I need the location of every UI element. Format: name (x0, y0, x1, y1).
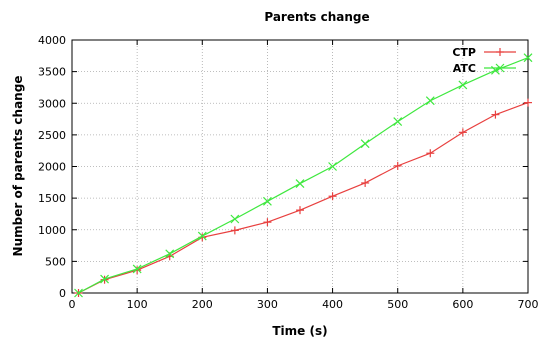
data-point-atc (132, 264, 142, 274)
y-tick-label: 2500 (38, 129, 66, 142)
y-tick-label: 0 (59, 287, 66, 300)
data-point-atc (230, 214, 240, 224)
x-tick-label: 200 (192, 298, 213, 311)
x-axis-title: Time (s) (272, 324, 327, 338)
data-point-atc (328, 162, 337, 171)
x-tick-label: 600 (452, 298, 473, 311)
data-point-atc (523, 53, 533, 63)
y-tick-label: 1000 (38, 224, 66, 237)
data-point-atc (295, 179, 305, 189)
grid (72, 40, 528, 293)
series-atc (74, 53, 533, 298)
y-tick-label: 4000 (38, 34, 66, 47)
y-axis-title: Number of parents change (11, 76, 25, 257)
y-tick-label: 1500 (38, 192, 66, 205)
data-point-atc (425, 96, 435, 106)
x-tick-label: 300 (257, 298, 278, 311)
legend-label-atc: ATC (453, 62, 476, 75)
y-tick-label: 3000 (38, 97, 66, 110)
legend-label-ctp: CTP (452, 46, 476, 59)
data-point-atc (393, 117, 403, 127)
legend: CTP ATC (452, 46, 516, 75)
legend-marker-atc (495, 63, 505, 73)
data-point-atc (74, 288, 83, 298)
chart-title: Parents change (264, 10, 369, 24)
axis-ticks: 0 100 200 300 400 500 600 700 0 500 1000 1500 2000 25… (38, 34, 539, 311)
x-tick-label: 400 (322, 298, 343, 311)
data-point-atc (165, 249, 175, 259)
data-point-atc (100, 274, 109, 284)
data-point-atc (458, 80, 468, 90)
y-tick-label: 500 (45, 255, 66, 268)
y-tick-label: 2000 (38, 161, 66, 174)
series-line-atc (78, 57, 529, 294)
data-point-atc (360, 139, 370, 149)
series-group (74, 53, 533, 298)
x-tick-label: 100 (127, 298, 148, 311)
y-tick-label: 3500 (38, 66, 66, 79)
data-point-atc (263, 196, 272, 206)
x-tick-label: 0 (69, 298, 76, 311)
x-tick-label: 500 (387, 298, 408, 311)
x-tick-label: 700 (518, 298, 539, 311)
data-point-atc (197, 231, 207, 241)
